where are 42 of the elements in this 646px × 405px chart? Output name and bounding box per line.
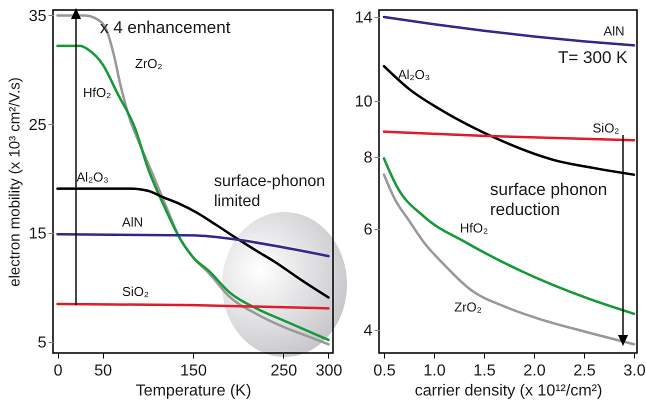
line-series xyxy=(382,16,636,47)
x-tick-label: 2.0 xyxy=(523,362,546,380)
x-tick-label: 0 xyxy=(54,362,63,380)
y-tick-label: 8 xyxy=(364,149,373,166)
y-tick-label: 15 xyxy=(28,226,47,243)
y-tick-label: 25 xyxy=(28,116,47,134)
x-tick-label: 1.0 xyxy=(423,362,446,380)
x-tick-label: 3.0 xyxy=(623,362,646,380)
annotation: surface-phonon limited xyxy=(214,172,326,212)
series-label: SiO₂ xyxy=(122,284,149,299)
x-tick-label: 250 xyxy=(270,362,298,380)
series-label: ZrO₂ xyxy=(135,56,162,72)
x-tick-label: 1.5 xyxy=(473,362,496,380)
y-tick-label: 35 xyxy=(28,8,47,25)
series-label: Al₂O₃ xyxy=(76,170,109,185)
x-tick-label: 2.5 xyxy=(573,362,596,380)
y-tick-label: 10 xyxy=(354,94,373,111)
series-label: AlN xyxy=(604,23,624,38)
y-tick-label: 14 xyxy=(354,10,373,27)
annotation: x 4 enhancement xyxy=(100,18,232,38)
line-series xyxy=(382,64,636,176)
series-label: Al₂O₃ xyxy=(398,66,430,82)
series-label: AlN xyxy=(122,214,143,230)
x-tick-label: 0.5 xyxy=(373,362,396,380)
series-label: SiO₂ xyxy=(592,120,620,136)
x-tick-label: 50 xyxy=(94,362,112,380)
line-series xyxy=(382,157,636,316)
y-tick-label: 5 xyxy=(38,334,47,352)
y-tick-label: 6 xyxy=(364,221,373,238)
annotation: T= 300 K xyxy=(558,48,628,68)
x-tick-label: 300 xyxy=(316,362,342,380)
x-axis-title: carrier density (x 10¹²/cm²) xyxy=(414,382,602,400)
x-tick-label: 150 xyxy=(180,362,207,380)
x-axis-title: Temperature (K) xyxy=(136,382,252,400)
series-label: HfO₂ xyxy=(460,220,488,236)
series-label: HfO₂ xyxy=(82,84,112,100)
y-axis-title: electron mobility (x 10³ cm²/V.s) xyxy=(6,77,24,287)
line-series xyxy=(56,233,330,258)
line-series xyxy=(382,173,636,346)
y-tick-label: 4 xyxy=(364,322,373,340)
annotation: surface phonon reduction xyxy=(490,180,608,220)
series-label: ZrO₂ xyxy=(454,299,482,314)
